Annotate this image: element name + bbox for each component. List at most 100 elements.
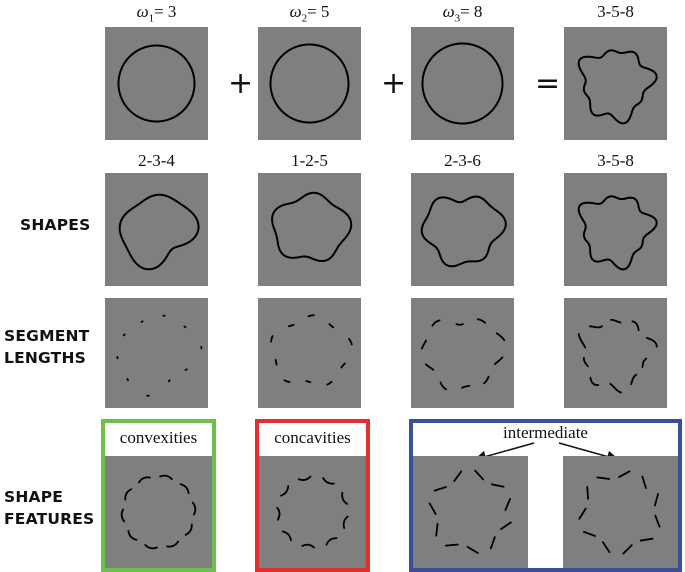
shape-curve: [118, 193, 200, 271]
contour-segment: [305, 380, 312, 384]
feature-segment: [490, 483, 505, 488]
contour-segment: [420, 339, 427, 350]
intermediate-caption: intermediate: [503, 423, 588, 442]
shape-label-2: 1-2-5: [291, 151, 328, 170]
contour-segment: [610, 318, 622, 324]
contour-segment: [431, 319, 441, 327]
plus-operator-2: +: [381, 66, 407, 101]
shape-panel-1: [105, 173, 208, 286]
feature-segment: [489, 536, 496, 550]
feature-segment: [276, 506, 281, 521]
convexities-frame: [101, 419, 216, 572]
feature-segment: [166, 540, 179, 548]
contour-segment: [270, 335, 274, 343]
segment-panel-1: [105, 298, 208, 408]
contour-segment: [577, 333, 587, 349]
contour-segment: [307, 314, 315, 318]
contour-segment: [582, 356, 589, 368]
feature-segment: [325, 537, 338, 546]
feature-segment: [428, 502, 437, 515]
feature-segment: [641, 475, 647, 489]
component-panel-sum: [564, 27, 667, 140]
shape-label-1: 2-3-4: [138, 151, 175, 170]
intermediate-panel-right: [563, 456, 678, 568]
feature-segment: [138, 476, 151, 484]
row-label-shapes: SHAPES: [20, 216, 91, 234]
convexities-panel: [105, 456, 212, 568]
contour-segment: [184, 368, 188, 371]
contour-segment: [461, 384, 471, 389]
contour-segment: [645, 336, 658, 348]
contour-segment: [630, 373, 638, 386]
contour-segment: [609, 382, 622, 394]
shape-curve: [421, 42, 504, 125]
feature-segment: [144, 544, 158, 550]
contour-segment: [483, 375, 490, 385]
concavities-frame: [255, 419, 370, 572]
feature-segment: [582, 530, 596, 537]
feature-segment: [179, 483, 190, 495]
feature-segment: [504, 498, 511, 511]
feature-segment: [444, 543, 459, 547]
contour-segment: [439, 381, 448, 391]
shape-curve: [577, 195, 658, 271]
contour-segment: [641, 357, 648, 368]
feature-segment: [297, 475, 312, 481]
shape-curve: [577, 49, 658, 125]
intermediate-frame: [409, 419, 682, 572]
row-label-line1: SHAPE: [4, 488, 64, 506]
feature-segment: [618, 470, 631, 478]
shape-panel-4: [564, 173, 667, 286]
shape-curve: [420, 195, 507, 268]
component-label-3: ω3= 8: [442, 2, 483, 25]
contour-segment: [589, 325, 603, 329]
feature-segment: [301, 543, 316, 549]
contour-segment: [126, 378, 129, 382]
feature-segment: [466, 545, 479, 554]
feature-segment: [280, 485, 290, 497]
shape-label-3: 2-3-6: [444, 151, 481, 170]
contour-segment: [274, 358, 278, 366]
feature-segment: [433, 486, 448, 492]
segment-panel-2: [258, 298, 361, 408]
row-label-line1: SEGMENT: [4, 327, 90, 345]
convexities-caption: convexities: [119, 428, 198, 447]
feature-segment: [453, 470, 463, 482]
contour-segment: [424, 363, 435, 371]
contour-segment: [340, 362, 346, 369]
shape-curve: [271, 191, 353, 263]
feature-segment: [500, 521, 512, 531]
intermediate-arrows: [474, 442, 619, 459]
feature-segment: [639, 537, 654, 542]
contour-segment: [140, 320, 144, 323]
shape-panel-2: [258, 173, 361, 286]
feature-segment: [578, 507, 587, 520]
feature-segment: [281, 530, 292, 542]
shape-curve: [269, 43, 350, 124]
contour-segment: [476, 318, 486, 324]
contour-segment: [495, 332, 506, 341]
feature-segment: [622, 544, 633, 555]
component-label-1: ω1= 3: [136, 2, 177, 25]
feature-segment: [127, 529, 138, 541]
concavities-panel: [259, 456, 366, 568]
shape-label-4: 3-5-8: [597, 151, 634, 170]
concavities-caption: concavities: [274, 428, 351, 447]
equals-operator: =: [535, 66, 561, 101]
row-label-segment-lengths: SEGMENT LENGTHS: [4, 325, 89, 369]
feature-segment: [191, 501, 197, 516]
feature-segment: [159, 474, 173, 480]
feature-segment: [120, 508, 126, 523]
feature-segment: [596, 476, 611, 480]
contour-segment: [589, 376, 600, 386]
plus-operator-1: +: [228, 66, 254, 101]
feature-segment: [184, 523, 193, 536]
segment-panel-3: [411, 298, 514, 408]
contour-segment: [288, 323, 295, 328]
shape-curve: [117, 44, 196, 123]
row-label-line2: LENGTHS: [4, 349, 86, 367]
component-label-sum: 3-5-8: [597, 2, 634, 21]
contour-segment: [455, 323, 464, 326]
segment-panel-4: [564, 298, 667, 408]
feature-segment: [322, 477, 335, 485]
